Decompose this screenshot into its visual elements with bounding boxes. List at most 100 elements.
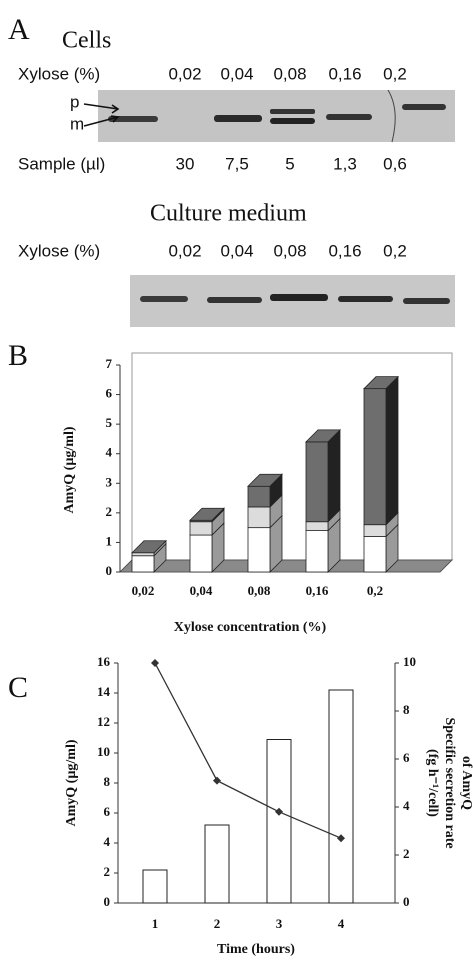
- bar: [143, 870, 167, 903]
- band: [326, 114, 372, 120]
- y-tick-label: 6: [104, 804, 111, 819]
- y-tick-label: 6: [106, 386, 113, 401]
- bar: [132, 553, 154, 556]
- row-value: 0,2: [383, 64, 407, 83]
- bar: [190, 522, 212, 535]
- bar: [364, 537, 386, 572]
- y-tick-label: 12: [97, 714, 110, 729]
- bar-side: [386, 377, 398, 525]
- row-value: 0,2: [383, 241, 407, 260]
- y-tick-label: 4: [106, 445, 113, 460]
- y-tick-label: 0: [106, 563, 113, 578]
- panel-label: C: [8, 671, 28, 704]
- x-tick-label: 0,02: [132, 583, 155, 598]
- bar: [364, 389, 386, 525]
- panel-label: A: [8, 13, 30, 46]
- y2-axis-label: of AmyQ: [459, 756, 473, 810]
- figure: A B C Cells Xylose (%) p m Sample (µl) C…: [0, 0, 473, 963]
- blot-title: Cells: [62, 28, 111, 54]
- bar: [329, 690, 353, 903]
- bar: [132, 556, 154, 572]
- y-tick-label: 3: [106, 474, 113, 489]
- row-value: 30: [176, 154, 195, 173]
- row-value: 0,08: [273, 64, 306, 83]
- x-tick-label: 4: [338, 916, 345, 931]
- y-axis-label: AmyQ (µg/ml): [62, 426, 77, 513]
- band: [402, 104, 446, 110]
- y-tick-label: 2: [106, 504, 113, 519]
- y2-tick-label: 6: [403, 750, 410, 765]
- band-label: p: [70, 92, 79, 111]
- bar-side: [328, 430, 340, 522]
- x-tick-label: 3: [276, 916, 283, 931]
- x-tick-label: 0,2: [367, 583, 383, 598]
- y-tick-label: 16: [97, 654, 111, 669]
- y2-tick-label: 10: [403, 654, 416, 669]
- y-tick-label: 7: [106, 356, 113, 371]
- band: [207, 297, 262, 303]
- y-tick-label: 14: [97, 684, 111, 699]
- y2-tick-label: 8: [403, 702, 410, 717]
- y-tick-label: 10: [97, 744, 110, 759]
- row-value: 0,04: [220, 64, 253, 83]
- y-tick-label: 0: [104, 894, 111, 909]
- x-tick-label: 0,08: [248, 583, 271, 598]
- band-label: m: [70, 114, 84, 133]
- bar: [190, 535, 212, 572]
- back-wall: [132, 353, 452, 560]
- row-value: 0,04: [220, 241, 253, 260]
- band: [270, 294, 328, 301]
- y-tick-label: 2: [104, 864, 111, 879]
- blot-image: [98, 90, 455, 142]
- xylose-label: Xylose (%): [18, 241, 100, 260]
- panel-label: B: [8, 339, 28, 372]
- row-value: 1,3: [333, 154, 357, 173]
- row-value: 0,16: [328, 64, 361, 83]
- floor: [120, 560, 452, 572]
- x-tick-label: 0,16: [306, 583, 329, 598]
- y-tick-label: 8: [104, 774, 111, 789]
- bar: [248, 486, 270, 507]
- band: [214, 115, 262, 122]
- band: [270, 109, 315, 114]
- y2-tick-label: 4: [403, 798, 410, 813]
- row-value: 0,6: [383, 154, 407, 173]
- x-tick-label: 1: [152, 916, 159, 931]
- y2-axis-label: Specific secretion rate: [442, 717, 457, 848]
- x-tick-label: 2: [214, 916, 221, 931]
- row-value: 0,16: [328, 241, 361, 260]
- row-value: 0,02: [168, 64, 201, 83]
- y2-tick-label: 0: [403, 894, 410, 909]
- y-tick-label: 1: [106, 533, 113, 548]
- y-tick-label: 5: [106, 415, 113, 430]
- blot-image: [130, 275, 455, 327]
- marker: [151, 659, 159, 667]
- band: [403, 298, 450, 304]
- band: [338, 296, 393, 302]
- band: [140, 296, 188, 302]
- xylose-label: Xylose (%): [18, 64, 100, 83]
- y2-axis-label: (fg h⁻¹/cell): [425, 749, 440, 817]
- y-axis-label: AmyQ (µg/ml): [64, 739, 79, 826]
- row-value: 0,08: [273, 241, 306, 260]
- bar: [306, 442, 328, 522]
- bar: [205, 825, 229, 903]
- bar: [267, 740, 291, 904]
- row-value: 7,5: [225, 154, 249, 173]
- sample-label: Sample (µl): [18, 154, 105, 173]
- bar: [364, 525, 386, 537]
- x-axis-label: Xylose concentration (%): [174, 620, 327, 635]
- y2-tick-label: 2: [403, 846, 410, 861]
- x-tick-label: 0,04: [190, 583, 213, 598]
- bar: [248, 507, 270, 528]
- band: [270, 118, 315, 124]
- row-value: 0,02: [168, 241, 201, 260]
- blot-title: Culture medium: [150, 201, 307, 227]
- bar: [306, 522, 328, 531]
- marker: [213, 777, 221, 785]
- y-tick-label: 4: [104, 834, 111, 849]
- line: [155, 663, 341, 838]
- x-axis-label: Time (hours): [217, 942, 295, 957]
- bar: [248, 528, 270, 572]
- bar: [306, 531, 328, 572]
